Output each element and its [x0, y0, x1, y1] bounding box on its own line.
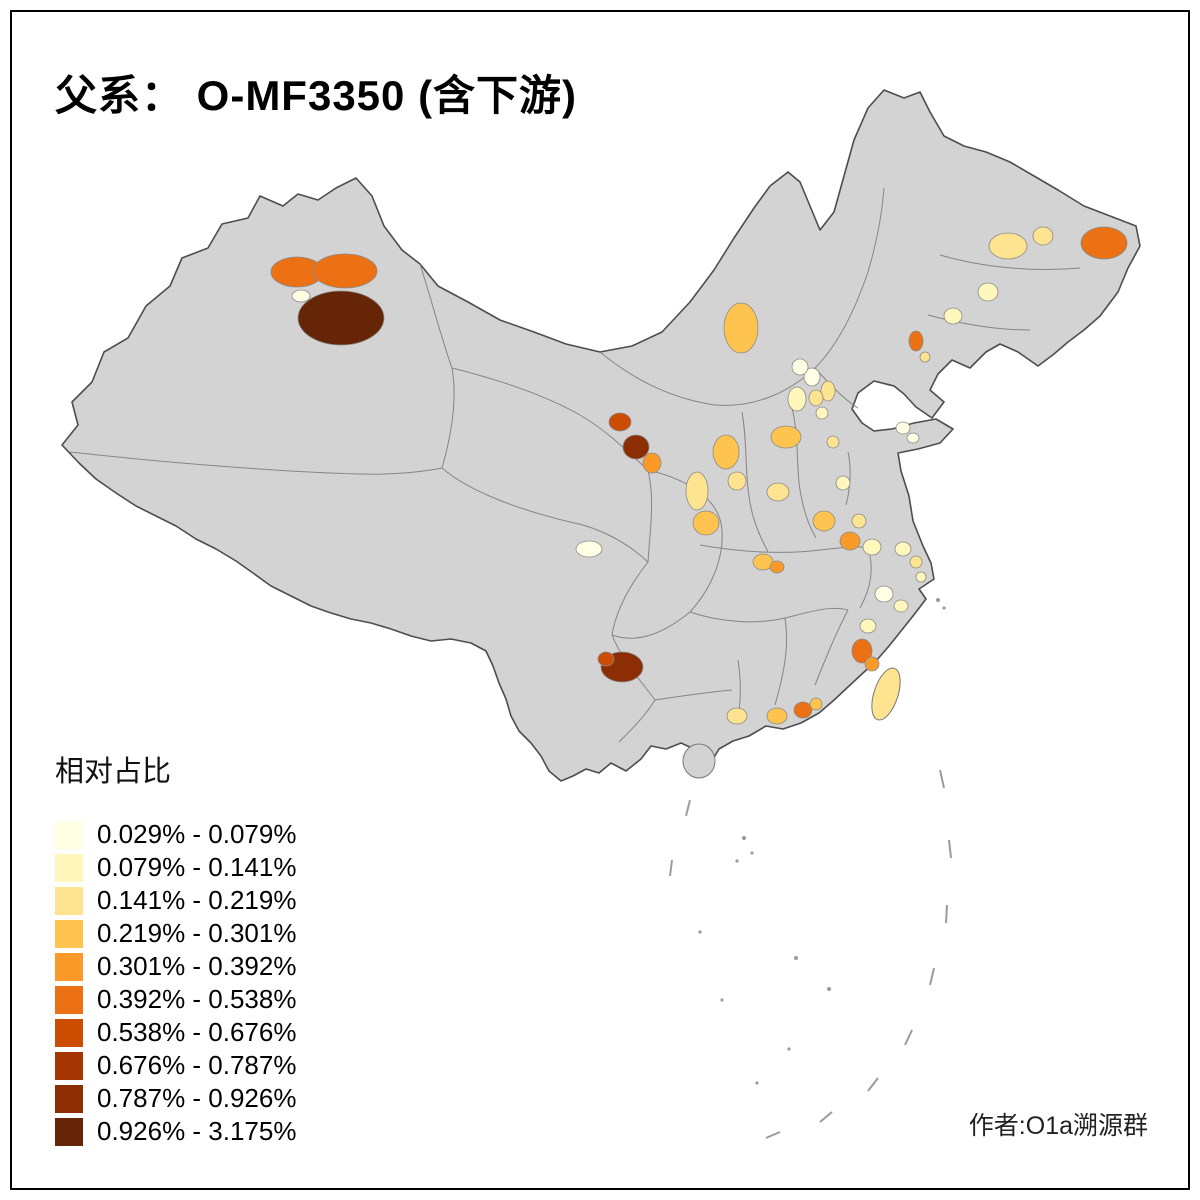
map-region	[919, 351, 931, 363]
map-region	[909, 555, 923, 569]
map-region	[839, 531, 861, 551]
map-region	[874, 585, 894, 603]
map-region	[622, 434, 650, 460]
colored-regions	[270, 226, 1128, 725]
legend-label: 0.079% - 0.141%	[97, 852, 297, 882]
nine-dash-line	[669, 769, 952, 1139]
legend-item: 0.538% - 0.676%	[55, 1016, 296, 1049]
map-region	[791, 358, 809, 376]
map-region	[988, 232, 1028, 260]
legend-swatch	[55, 886, 83, 915]
legend-label: 0.141% - 0.219%	[97, 885, 297, 915]
legend-label: 0.787% - 0.926%	[97, 1083, 297, 1113]
map-region	[1080, 226, 1128, 260]
map-region	[692, 510, 720, 536]
map-region	[770, 425, 802, 449]
map-region	[723, 302, 759, 354]
legend-swatch	[55, 919, 83, 948]
map-region	[297, 290, 385, 346]
map-region	[812, 510, 836, 532]
map-region	[642, 452, 662, 474]
map-region	[906, 432, 920, 444]
map-region	[809, 697, 823, 711]
legend-swatch	[55, 853, 83, 882]
legend-swatch	[55, 1018, 83, 1047]
legend-item: 0.219% - 0.301%	[55, 917, 296, 950]
legend-item: 0.079% - 0.141%	[55, 851, 296, 884]
map-region	[895, 421, 911, 435]
hainan-island	[682, 743, 716, 779]
map-region	[864, 656, 880, 672]
map-region	[685, 471, 709, 511]
map-region	[851, 513, 867, 529]
map-region	[712, 434, 740, 470]
map-region	[1032, 226, 1054, 246]
map-region	[727, 471, 747, 491]
legend-label: 0.926% - 3.175%	[97, 1116, 297, 1146]
map-region	[808, 389, 824, 407]
legend-item: 0.029% - 0.079%	[55, 818, 296, 851]
map-region	[859, 618, 877, 634]
legend-swatch	[55, 952, 83, 981]
map-region	[766, 707, 788, 725]
map-region	[815, 406, 829, 420]
legend-label: 0.029% - 0.079%	[97, 819, 297, 849]
map-region	[769, 560, 785, 574]
map-region	[766, 482, 790, 502]
map-region	[726, 707, 748, 725]
legend: 相对占比 0.029% - 0.079% 0.079% - 0.141% 0.1…	[55, 748, 296, 1148]
legend-title: 相对占比	[55, 756, 172, 788]
map-region	[835, 475, 851, 491]
map-region	[820, 380, 836, 402]
legend-item: 0.392% - 0.538%	[55, 983, 296, 1016]
map-region	[851, 638, 873, 664]
legend-swatch	[55, 1084, 83, 1113]
legend-swatch	[55, 1051, 83, 1080]
legend-label: 0.219% - 0.301%	[97, 918, 297, 948]
south-china-sea-features	[698, 598, 946, 1085]
legend-item: 0.141% - 0.219%	[55, 884, 296, 917]
taiwan-island	[871, 667, 901, 721]
author-credit: 作者:O1a溯源群	[968, 1112, 1148, 1140]
map-region	[915, 571, 927, 583]
map-region	[803, 367, 821, 387]
map-region	[787, 386, 807, 412]
mainland-outline	[61, 89, 1141, 782]
legend-swatch	[55, 820, 83, 849]
legend-swatch	[55, 1117, 83, 1146]
map-region	[977, 282, 999, 302]
page-title: 父系： O-MF3350 (含下游)	[55, 72, 578, 119]
legend-item: 0.301% - 0.392%	[55, 950, 296, 983]
legend-item: 0.676% - 0.787%	[55, 1049, 296, 1082]
map-region	[575, 540, 603, 558]
legend-label: 0.301% - 0.392%	[97, 951, 297, 981]
map-region	[597, 651, 615, 667]
legend-swatch	[55, 985, 83, 1014]
legend-item: 0.787% - 0.926%	[55, 1082, 296, 1115]
map-region	[908, 330, 924, 352]
map-region	[862, 538, 882, 556]
legend-label: 0.392% - 0.538%	[97, 984, 297, 1014]
legend-label: 0.676% - 0.787%	[97, 1050, 297, 1080]
map-region	[608, 412, 632, 432]
map-region	[894, 541, 912, 557]
map-region	[291, 289, 311, 303]
legend-item: 0.926% - 3.175%	[55, 1115, 296, 1148]
map-region	[793, 701, 813, 719]
map-region	[312, 253, 378, 289]
map-region	[893, 599, 909, 613]
map-region	[943, 307, 963, 325]
legend-label: 0.538% - 0.676%	[97, 1017, 297, 1047]
map-region	[826, 435, 840, 449]
